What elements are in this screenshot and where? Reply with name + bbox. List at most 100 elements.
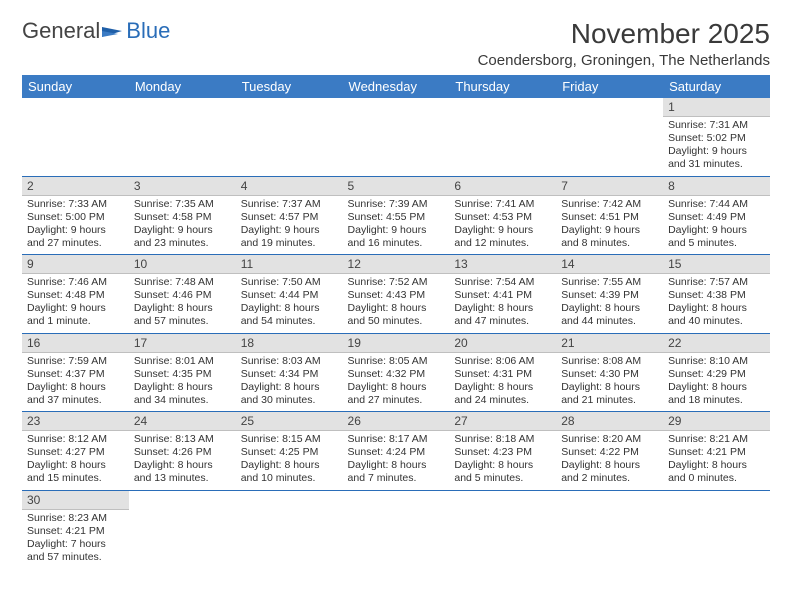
day-number: 30	[22, 491, 129, 510]
sunset-line: Sunset: 4:27 PM	[27, 446, 124, 459]
calendar-cell-empty	[663, 490, 770, 568]
daylight-line: Daylight: 8 hours and 27 minutes.	[348, 381, 445, 407]
sunset-line: Sunset: 4:25 PM	[241, 446, 338, 459]
calendar-cell: 13Sunrise: 7:54 AMSunset: 4:41 PMDayligh…	[449, 255, 556, 334]
calendar-cell: 24Sunrise: 8:13 AMSunset: 4:26 PMDayligh…	[129, 412, 236, 491]
daylight-line: Daylight: 9 hours and 8 minutes.	[561, 224, 658, 250]
daylight-line: Daylight: 9 hours and 1 minute.	[27, 302, 124, 328]
day-details: Sunrise: 8:08 AMSunset: 4:30 PMDaylight:…	[556, 353, 663, 412]
calendar-cell: 12Sunrise: 7:52 AMSunset: 4:43 PMDayligh…	[343, 255, 450, 334]
calendar-cell-empty	[236, 490, 343, 568]
day-details: Sunrise: 8:03 AMSunset: 4:34 PMDaylight:…	[236, 353, 343, 412]
day-details: Sunrise: 7:57 AMSunset: 4:38 PMDaylight:…	[663, 274, 770, 333]
sunset-line: Sunset: 4:38 PM	[668, 289, 765, 302]
daylight-line: Daylight: 8 hours and 57 minutes.	[134, 302, 231, 328]
day-number: 7	[556, 177, 663, 196]
calendar-cell: 19Sunrise: 8:05 AMSunset: 4:32 PMDayligh…	[343, 333, 450, 412]
calendar-row: 23Sunrise: 8:12 AMSunset: 4:27 PMDayligh…	[22, 412, 770, 491]
calendar-table: Sunday Monday Tuesday Wednesday Thursday…	[22, 75, 770, 568]
calendar-cell-empty	[449, 98, 556, 176]
calendar-cell-empty	[129, 490, 236, 568]
sunrise-line: Sunrise: 8:20 AM	[561, 433, 658, 446]
logo-text-general: General	[22, 18, 100, 44]
sunrise-line: Sunrise: 7:31 AM	[668, 119, 765, 132]
daylight-line: Daylight: 8 hours and 5 minutes.	[454, 459, 551, 485]
day-details: Sunrise: 7:35 AMSunset: 4:58 PMDaylight:…	[129, 196, 236, 255]
calendar-row: 30Sunrise: 8:23 AMSunset: 4:21 PMDayligh…	[22, 490, 770, 568]
calendar-cell: 10 Sunrise: 7:48 AMSunset: 4:46 PMDayligh…	[129, 255, 236, 334]
sunset-line: Sunset: 4:26 PM	[134, 446, 231, 459]
day-details: Sunrise: 8:12 AMSunset: 4:27 PMDaylight:…	[22, 431, 129, 490]
day-details: Sunrise: 8:23 AMSunset: 4:21 PMDaylight:…	[22, 510, 129, 569]
sunrise-line: Sunrise: 7:33 AM	[27, 198, 124, 211]
day-number: 11	[236, 255, 343, 274]
calendar-cell: 16Sunrise: 7:59 AMSunset: 4:37 PMDayligh…	[22, 333, 129, 412]
sunrise-line: Sunrise: 7:35 AM	[134, 198, 231, 211]
calendar-cell: 3Sunrise: 7:35 AMSunset: 4:58 PMDaylight…	[129, 176, 236, 255]
day-details: Sunrise: 8:01 AMSunset: 4:35 PMDaylight:…	[129, 353, 236, 412]
day-number: 20	[449, 334, 556, 353]
daylight-line: Daylight: 8 hours and 34 minutes.	[134, 381, 231, 407]
header: General Blue November 2025 Coendersborg,…	[22, 18, 770, 69]
daylight-line: Daylight: 8 hours and 2 minutes.	[561, 459, 658, 485]
day-number: 3	[129, 177, 236, 196]
sunset-line: Sunset: 4:34 PM	[241, 368, 338, 381]
calendar-cell: 17Sunrise: 8:01 AMSunset: 4:35 PMDayligh…	[129, 333, 236, 412]
day-number: 26	[343, 412, 450, 431]
day-number: 12	[343, 255, 450, 274]
calendar-cell-empty	[556, 98, 663, 176]
day-number: 25	[236, 412, 343, 431]
day-number: 19	[343, 334, 450, 353]
day-number: 23	[22, 412, 129, 431]
day-number: 8	[663, 177, 770, 196]
day-details: Sunrise: 8:20 AMSunset: 4:22 PMDaylight:…	[556, 431, 663, 490]
daylight-line: Daylight: 9 hours and 12 minutes.	[454, 224, 551, 250]
day-details: Sunrise: 7:50 AMSunset: 4:44 PMDaylight:…	[236, 274, 343, 333]
weekday-header: Monday	[129, 75, 236, 98]
day-details: Sunrise: 7:59 AMSunset: 4:37 PMDaylight:…	[22, 353, 129, 412]
sunset-line: Sunset: 4:37 PM	[27, 368, 124, 381]
calendar-cell: 28Sunrise: 8:20 AMSunset: 4:22 PMDayligh…	[556, 412, 663, 491]
day-number: 2	[22, 177, 129, 196]
sunrise-line: Sunrise: 8:18 AM	[454, 433, 551, 446]
day-number: 24	[129, 412, 236, 431]
sunrise-line: Sunrise: 7:48 AM	[134, 276, 231, 289]
sunrise-line: Sunrise: 8:12 AM	[27, 433, 124, 446]
day-number: 17	[129, 334, 236, 353]
day-number: 10	[129, 255, 236, 274]
daylight-line: Daylight: 8 hours and 21 minutes.	[561, 381, 658, 407]
daylight-line: Daylight: 9 hours and 19 minutes.	[241, 224, 338, 250]
sunrise-line: Sunrise: 8:23 AM	[27, 512, 124, 525]
sunset-line: Sunset: 4:55 PM	[348, 211, 445, 224]
sunrise-line: Sunrise: 8:06 AM	[454, 355, 551, 368]
sunrise-line: Sunrise: 8:15 AM	[241, 433, 338, 446]
sunrise-line: Sunrise: 8:03 AM	[241, 355, 338, 368]
day-number: 6	[449, 177, 556, 196]
day-details: Sunrise: 7:46 AMSunset: 4:48 PMDaylight:…	[22, 274, 129, 333]
day-number: 28	[556, 412, 663, 431]
sunrise-line: Sunrise: 7:54 AM	[454, 276, 551, 289]
day-details: Sunrise: 8:10 AMSunset: 4:29 PMDaylight:…	[663, 353, 770, 412]
day-details: Sunrise: 7:41 AMSunset: 4:53 PMDaylight:…	[449, 196, 556, 255]
sunset-line: Sunset: 4:31 PM	[454, 368, 551, 381]
sunset-line: Sunset: 4:49 PM	[668, 211, 765, 224]
logo-text-blue: Blue	[126, 18, 170, 44]
day-number: 5	[343, 177, 450, 196]
calendar-cell: 9Sunrise: 7:46 AMSunset: 4:48 PMDaylight…	[22, 255, 129, 334]
day-number: 21	[556, 334, 663, 353]
calendar-cell-empty	[236, 98, 343, 176]
sunset-line: Sunset: 4:57 PM	[241, 211, 338, 224]
calendar-cell: 18Sunrise: 8:03 AMSunset: 4:34 PMDayligh…	[236, 333, 343, 412]
sunset-line: Sunset: 4:21 PM	[668, 446, 765, 459]
calendar-cell-empty	[556, 490, 663, 568]
daylight-line: Daylight: 9 hours and 5 minutes.	[668, 224, 765, 250]
daylight-line: Daylight: 8 hours and 47 minutes.	[454, 302, 551, 328]
sunset-line: Sunset: 4:46 PM	[134, 289, 231, 302]
sunset-line: Sunset: 5:02 PM	[668, 132, 765, 145]
calendar-cell: 1Sunrise: 7:31 AMSunset: 5:02 PMDaylight…	[663, 98, 770, 176]
daylight-line: Daylight: 8 hours and 18 minutes.	[668, 381, 765, 407]
weekday-header: Tuesday	[236, 75, 343, 98]
sunrise-line: Sunrise: 7:37 AM	[241, 198, 338, 211]
calendar-cell: 2Sunrise: 7:33 AMSunset: 5:00 PMDaylight…	[22, 176, 129, 255]
sunrise-line: Sunrise: 7:50 AM	[241, 276, 338, 289]
